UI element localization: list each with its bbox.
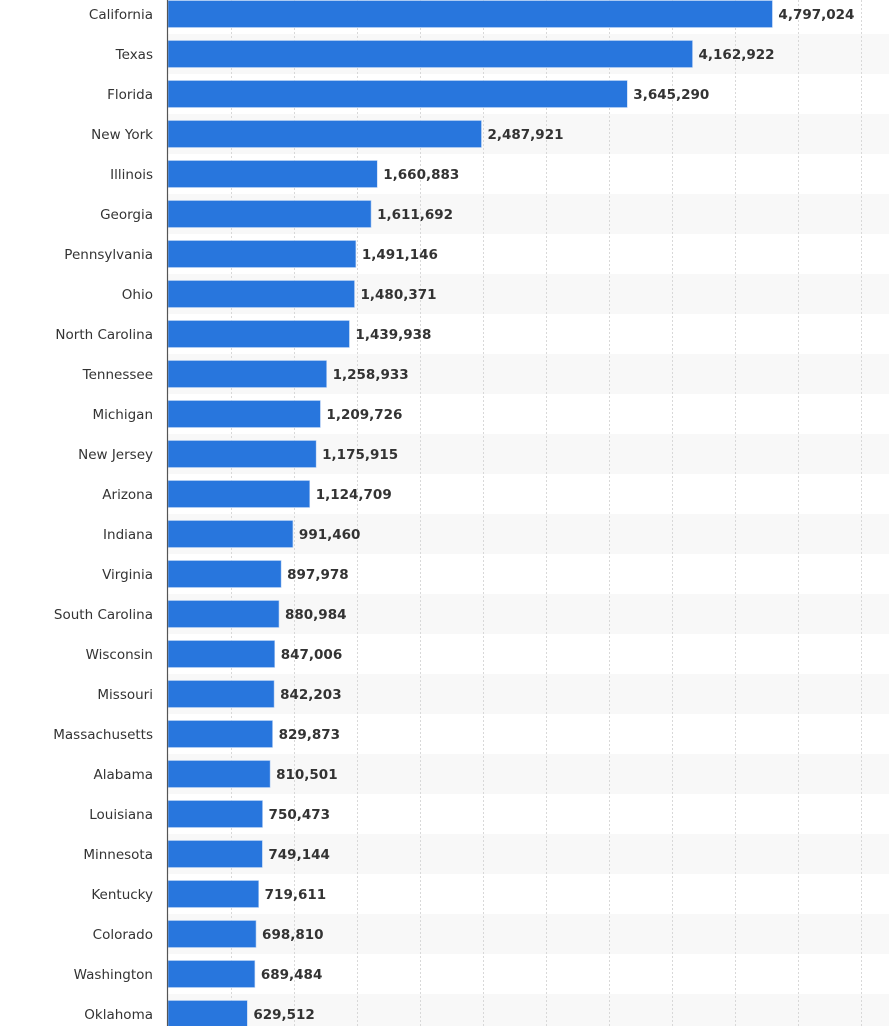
row-band bbox=[168, 674, 889, 714]
bar bbox=[167, 600, 280, 628]
bar bbox=[167, 720, 273, 748]
category-label: Arizona bbox=[102, 487, 153, 503]
category-label: Pennsylvania bbox=[64, 247, 153, 263]
bar bbox=[167, 440, 317, 468]
category-label: Oklahoma bbox=[84, 1007, 153, 1023]
bar bbox=[167, 840, 263, 868]
bar bbox=[167, 920, 257, 948]
row-band bbox=[168, 994, 889, 1026]
category-label: Missouri bbox=[97, 687, 153, 703]
category-label: Florida bbox=[107, 87, 153, 103]
category-label: Massachusetts bbox=[53, 727, 153, 743]
data-label: 991,460 bbox=[299, 527, 361, 543]
bar bbox=[167, 240, 357, 268]
category-label: North Carolina bbox=[55, 327, 153, 343]
data-label: 847,006 bbox=[281, 647, 343, 663]
bar bbox=[167, 760, 271, 788]
data-label: 842,203 bbox=[280, 687, 342, 703]
category-label: Colorado bbox=[93, 927, 153, 943]
category-label: Washington bbox=[74, 967, 153, 983]
bar bbox=[167, 0, 773, 28]
category-label: California bbox=[89, 7, 153, 23]
bar bbox=[167, 360, 327, 388]
category-label: Kentucky bbox=[91, 887, 153, 903]
data-label: 1,660,883 bbox=[383, 167, 459, 183]
bar bbox=[167, 800, 263, 828]
bar bbox=[167, 520, 294, 548]
bar bbox=[167, 40, 693, 68]
bar bbox=[167, 200, 372, 228]
data-label: 1,124,709 bbox=[316, 487, 392, 503]
bar bbox=[167, 640, 276, 668]
bar bbox=[167, 80, 628, 108]
data-label: 1,611,692 bbox=[377, 207, 453, 223]
category-label: Minnesota bbox=[83, 847, 153, 863]
bar bbox=[167, 560, 282, 588]
bar bbox=[167, 880, 259, 908]
category-label: New Jersey bbox=[78, 447, 153, 463]
row-band bbox=[168, 594, 889, 634]
bar bbox=[167, 400, 321, 428]
row-band bbox=[168, 914, 889, 954]
data-label: 1,491,146 bbox=[362, 247, 438, 263]
data-label: 3,645,290 bbox=[633, 87, 709, 103]
data-label: 1,258,933 bbox=[333, 367, 409, 383]
bar bbox=[167, 160, 378, 188]
data-label: 4,162,922 bbox=[699, 47, 775, 63]
category-label: Louisiana bbox=[89, 807, 153, 823]
bar bbox=[167, 960, 256, 988]
bar bbox=[167, 1000, 248, 1026]
data-label: 719,611 bbox=[265, 887, 327, 903]
data-label: 1,175,915 bbox=[322, 447, 398, 463]
data-label: 698,810 bbox=[262, 927, 324, 943]
data-label: 749,144 bbox=[268, 847, 330, 863]
data-label: 629,512 bbox=[253, 1007, 315, 1023]
data-label: 810,501 bbox=[276, 767, 338, 783]
category-label: Virginia bbox=[102, 567, 153, 583]
category-label: New York bbox=[91, 127, 153, 143]
bar bbox=[167, 120, 482, 148]
bar bbox=[167, 480, 311, 508]
bar bbox=[167, 280, 355, 308]
category-label: Georgia bbox=[100, 207, 153, 223]
data-label: 1,480,371 bbox=[361, 287, 437, 303]
category-label: Ohio bbox=[122, 287, 153, 303]
data-label: 689,484 bbox=[261, 967, 323, 983]
category-label: South Carolina bbox=[54, 607, 153, 623]
data-label: 750,473 bbox=[269, 807, 331, 823]
category-label: Alabama bbox=[93, 767, 153, 783]
category-label: Indiana bbox=[103, 527, 153, 543]
data-label: 1,439,938 bbox=[355, 327, 431, 343]
data-label: 880,984 bbox=[285, 607, 347, 623]
row-band bbox=[168, 754, 889, 794]
category-label: Michigan bbox=[92, 407, 153, 423]
data-label: 1,209,726 bbox=[326, 407, 402, 423]
row-band bbox=[168, 834, 889, 874]
category-label: Tennessee bbox=[82, 367, 153, 383]
bar bbox=[167, 680, 275, 708]
data-label: 2,487,921 bbox=[487, 127, 563, 143]
data-label: 4,797,024 bbox=[778, 7, 854, 23]
category-label: Illinois bbox=[110, 167, 153, 183]
category-label: Wisconsin bbox=[86, 647, 153, 663]
bar bbox=[167, 320, 350, 348]
category-label: Texas bbox=[115, 47, 153, 63]
data-label: 829,873 bbox=[279, 727, 341, 743]
data-label: 897,978 bbox=[287, 567, 349, 583]
